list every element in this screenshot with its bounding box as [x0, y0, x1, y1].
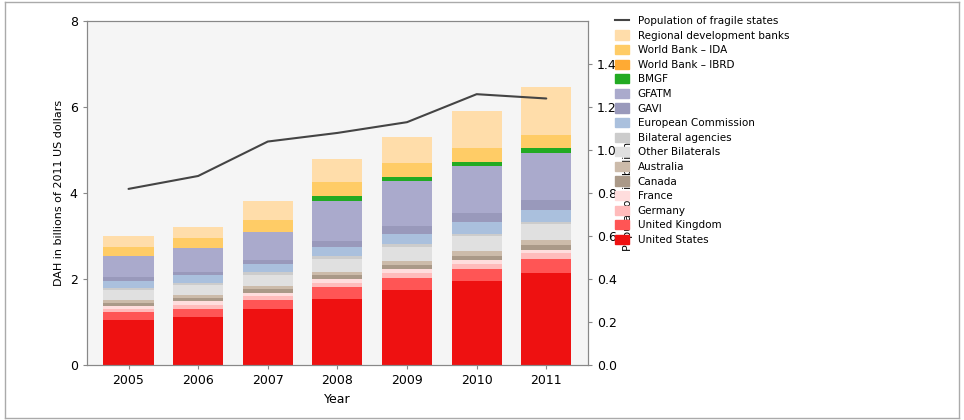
- Bar: [522, 87, 572, 135]
- Bar: [243, 310, 293, 365]
- Y-axis label: DAH in billions of 2011 US dollars: DAH in billions of 2011 US dollars: [54, 100, 65, 286]
- Bar: [522, 249, 572, 253]
- Bar: [312, 200, 362, 242]
- Bar: [243, 201, 293, 220]
- Bar: [522, 222, 572, 224]
- Bar: [312, 196, 362, 200]
- Bar: [312, 272, 362, 276]
- Bar: [522, 210, 572, 222]
- Bar: [174, 298, 224, 301]
- Bar: [522, 224, 572, 240]
- Bar: [243, 273, 293, 275]
- Bar: [451, 148, 501, 162]
- Bar: [174, 301, 224, 304]
- Bar: [451, 251, 501, 256]
- Bar: [522, 153, 572, 200]
- Bar: [243, 264, 293, 273]
- Bar: [522, 273, 572, 365]
- Bar: [382, 177, 432, 181]
- Bar: [174, 238, 224, 248]
- Bar: [382, 137, 432, 163]
- Bar: [382, 273, 432, 278]
- Bar: [243, 232, 293, 260]
- Bar: [451, 234, 501, 236]
- Bar: [451, 281, 501, 365]
- Bar: [243, 296, 293, 300]
- Bar: [312, 182, 362, 196]
- Bar: [382, 247, 432, 261]
- Bar: [103, 256, 153, 277]
- Y-axis label: Population in billions: Population in billions: [623, 136, 632, 251]
- Bar: [174, 248, 224, 272]
- Bar: [174, 317, 224, 365]
- Bar: [103, 291, 153, 300]
- Bar: [451, 236, 501, 251]
- Bar: [243, 289, 293, 293]
- Bar: [103, 289, 153, 291]
- Bar: [312, 276, 362, 279]
- Bar: [312, 279, 362, 283]
- Bar: [103, 302, 153, 306]
- Bar: [382, 269, 432, 273]
- Legend: Population of fragile states, Regional development banks, World Bank – IDA, Worl: Population of fragile states, Regional d…: [612, 13, 791, 247]
- Bar: [312, 247, 362, 257]
- Bar: [103, 300, 153, 302]
- Bar: [243, 275, 293, 286]
- Bar: [103, 312, 153, 320]
- Bar: [312, 257, 362, 259]
- Bar: [522, 259, 572, 273]
- Bar: [174, 295, 224, 298]
- Bar: [174, 276, 224, 283]
- Bar: [451, 111, 501, 148]
- Bar: [103, 309, 153, 312]
- Bar: [382, 278, 432, 290]
- Bar: [522, 240, 572, 245]
- Bar: [522, 253, 572, 259]
- Bar: [382, 244, 432, 247]
- Bar: [382, 265, 432, 269]
- Bar: [382, 181, 432, 226]
- Bar: [243, 293, 293, 296]
- Bar: [451, 256, 501, 260]
- Bar: [312, 241, 362, 247]
- Bar: [243, 220, 293, 232]
- Bar: [382, 261, 432, 265]
- Bar: [174, 272, 224, 276]
- Bar: [312, 259, 362, 272]
- Bar: [103, 306, 153, 309]
- Bar: [382, 290, 432, 365]
- Bar: [522, 200, 572, 210]
- Bar: [312, 287, 362, 299]
- Bar: [103, 236, 153, 247]
- Bar: [451, 264, 501, 268]
- Bar: [243, 260, 293, 264]
- Bar: [103, 277, 153, 281]
- Bar: [312, 283, 362, 287]
- Bar: [174, 309, 224, 317]
- Bar: [522, 148, 572, 153]
- Bar: [103, 320, 153, 365]
- Bar: [382, 226, 432, 234]
- Bar: [312, 159, 362, 182]
- Bar: [522, 245, 572, 249]
- X-axis label: Year: Year: [324, 393, 351, 406]
- Bar: [174, 304, 224, 309]
- Bar: [382, 234, 432, 244]
- Bar: [243, 286, 293, 289]
- Bar: [312, 299, 362, 365]
- Bar: [174, 283, 224, 285]
- Bar: [103, 247, 153, 256]
- Bar: [522, 135, 572, 148]
- Bar: [174, 227, 224, 238]
- Bar: [451, 268, 501, 281]
- Bar: [103, 281, 153, 289]
- Bar: [174, 285, 224, 295]
- Bar: [451, 222, 501, 234]
- Bar: [451, 260, 501, 264]
- Bar: [243, 300, 293, 310]
- Bar: [382, 163, 432, 177]
- Bar: [451, 213, 501, 222]
- Bar: [451, 162, 501, 166]
- Bar: [451, 166, 501, 213]
